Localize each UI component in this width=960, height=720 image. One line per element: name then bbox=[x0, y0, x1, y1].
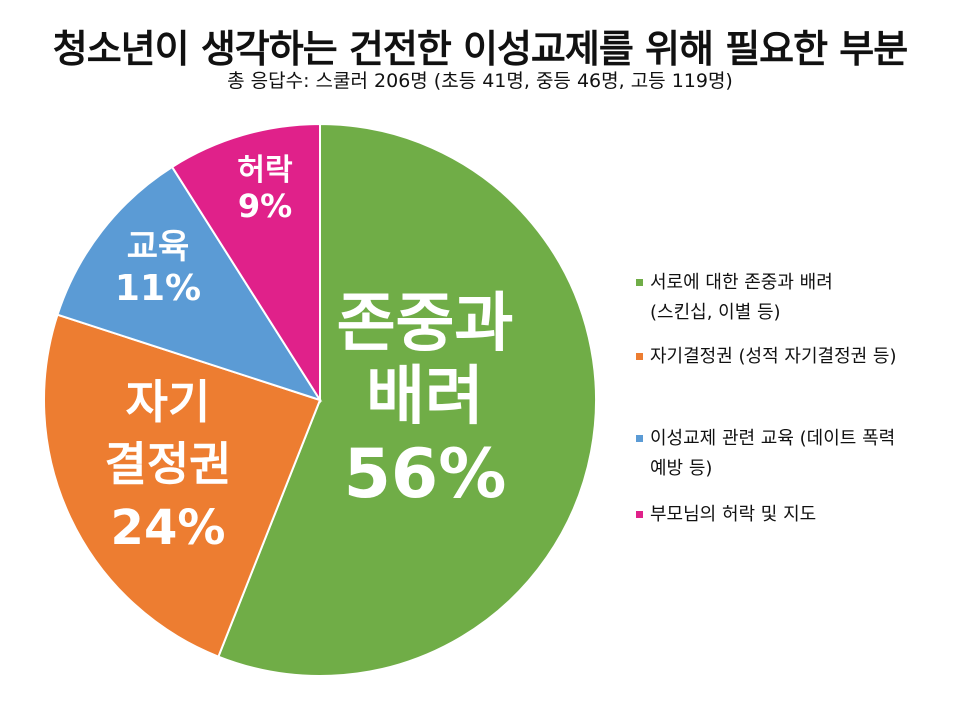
slice-percent-label: 9% bbox=[238, 187, 292, 225]
legend-line: 서로에 대한 존중과 배려 bbox=[650, 272, 833, 293]
legend-label: 서로에 대한 존중과 배려 (스킨십, 이별 등) bbox=[650, 268, 946, 328]
slice-label: 자기 bbox=[126, 375, 211, 429]
legend-swatch bbox=[636, 279, 643, 286]
pie-slice bbox=[56, 165, 323, 402]
slice-label: 존중과 bbox=[337, 287, 514, 361]
pie-slice bbox=[43, 313, 322, 658]
legend-swatch bbox=[636, 353, 643, 360]
legend-line: 이성교제 관련 교육 (데이트 폭력 bbox=[650, 428, 896, 449]
legend-label: 이성교제 관련 교육 (데이트 폭력 예방 등) bbox=[650, 424, 946, 484]
legend-swatch bbox=[636, 435, 643, 442]
slice-label: 허락 bbox=[237, 153, 293, 188]
slice-percent-label: 24% bbox=[111, 500, 226, 556]
slice-percent-label: 11% bbox=[115, 268, 201, 309]
legend-line: 부모님의 허락 및 지도 bbox=[650, 504, 817, 525]
legend-label: 자기결정권 (성적 자기결정권 등) bbox=[650, 342, 946, 372]
legend-label: 부모님의 허락 및 지도 bbox=[650, 500, 946, 530]
legend-line: (스킨십, 이별 등) bbox=[650, 302, 781, 323]
legend-line: 자기결정권 (성적 자기결정권 등) bbox=[650, 346, 897, 367]
chart-subtitle: 총 응답수: 스쿨러 206명 (초등 41명, 중등 46명, 고등 119명… bbox=[227, 70, 733, 92]
legend-swatch bbox=[636, 511, 643, 518]
legend-line: 예방 등) bbox=[650, 458, 713, 479]
pie-slice bbox=[170, 122, 321, 404]
slice-label: 결정권 bbox=[105, 437, 232, 491]
pie-slice bbox=[217, 122, 597, 677]
slice-percent-label: 56% bbox=[344, 435, 507, 514]
slice-label: 교육 bbox=[127, 227, 190, 267]
chart-title: 청소년이 생각하는 건전한 이성교제를 위해 필요한 부분 bbox=[52, 27, 908, 71]
slice-label: 배려 bbox=[366, 360, 484, 434]
